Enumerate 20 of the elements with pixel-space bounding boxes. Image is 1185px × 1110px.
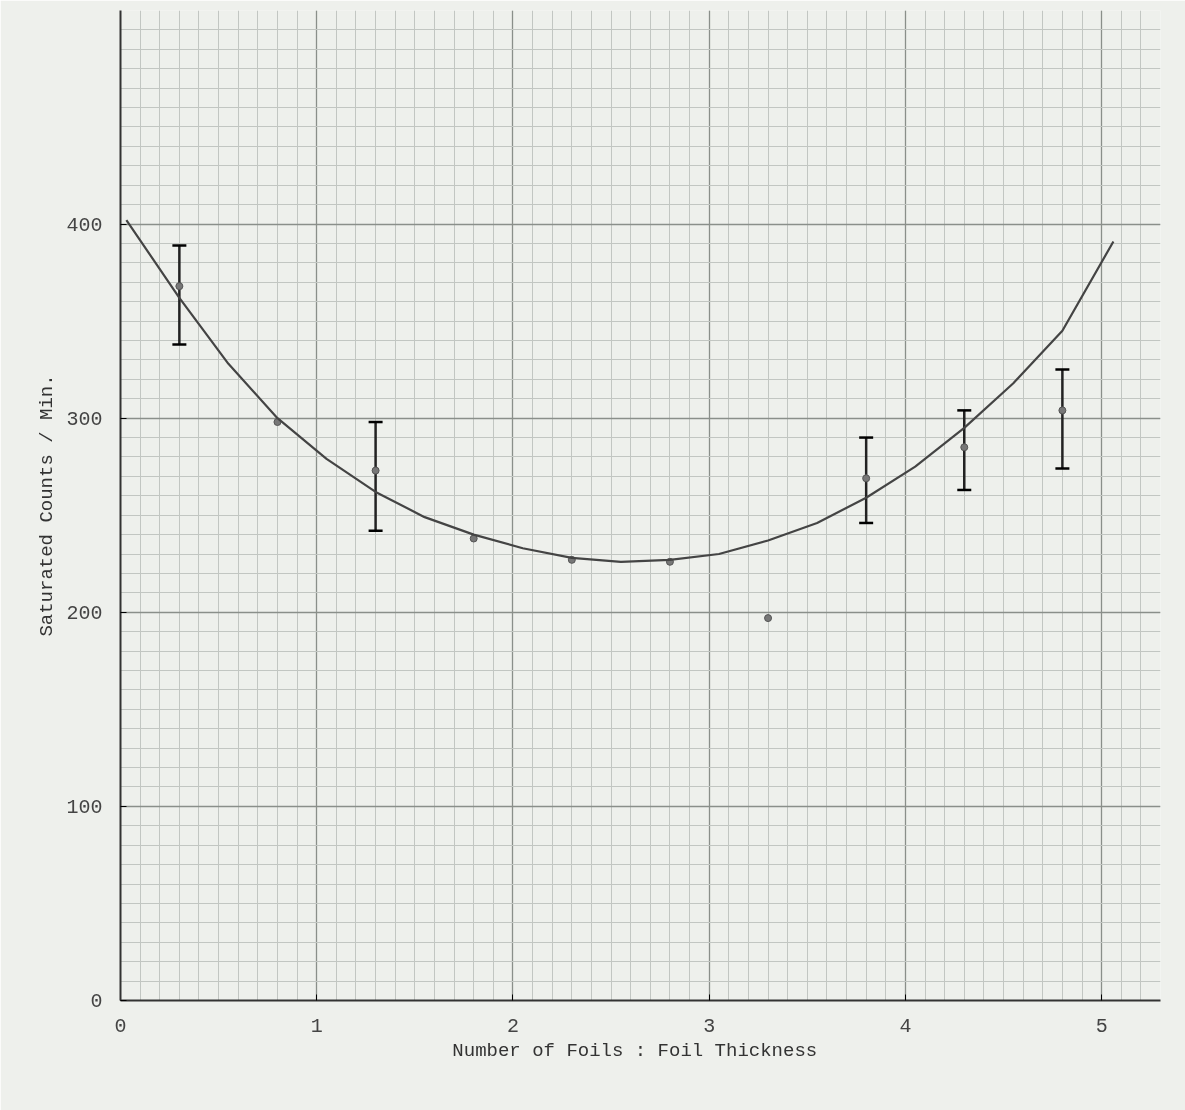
point	[1058, 406, 1067, 415]
y-tick-label: 300	[66, 407, 103, 431]
x-tick-label: 2	[506, 1014, 519, 1038]
y-tick-label: 400	[66, 213, 103, 237]
point	[764, 614, 773, 623]
point	[371, 466, 380, 475]
point	[175, 282, 184, 291]
x-tick-label: 3	[703, 1014, 716, 1038]
point	[960, 443, 969, 452]
x-tick-label: 5	[1095, 1014, 1108, 1038]
y-tick-label: 200	[66, 601, 103, 625]
point	[469, 534, 478, 543]
point	[862, 474, 871, 483]
y-axis-title: Saturated Counts / Min.	[36, 374, 59, 637]
y-tick-label: 100	[66, 795, 103, 819]
x-tick-label: 1	[310, 1014, 323, 1038]
y-tick-label: 0	[90, 990, 103, 1013]
x-tick-label: 4	[899, 1014, 912, 1038]
x-tick-label: 0	[114, 1014, 127, 1038]
x-axis-title: Number of Foils : Foil Thickness	[452, 1039, 818, 1062]
